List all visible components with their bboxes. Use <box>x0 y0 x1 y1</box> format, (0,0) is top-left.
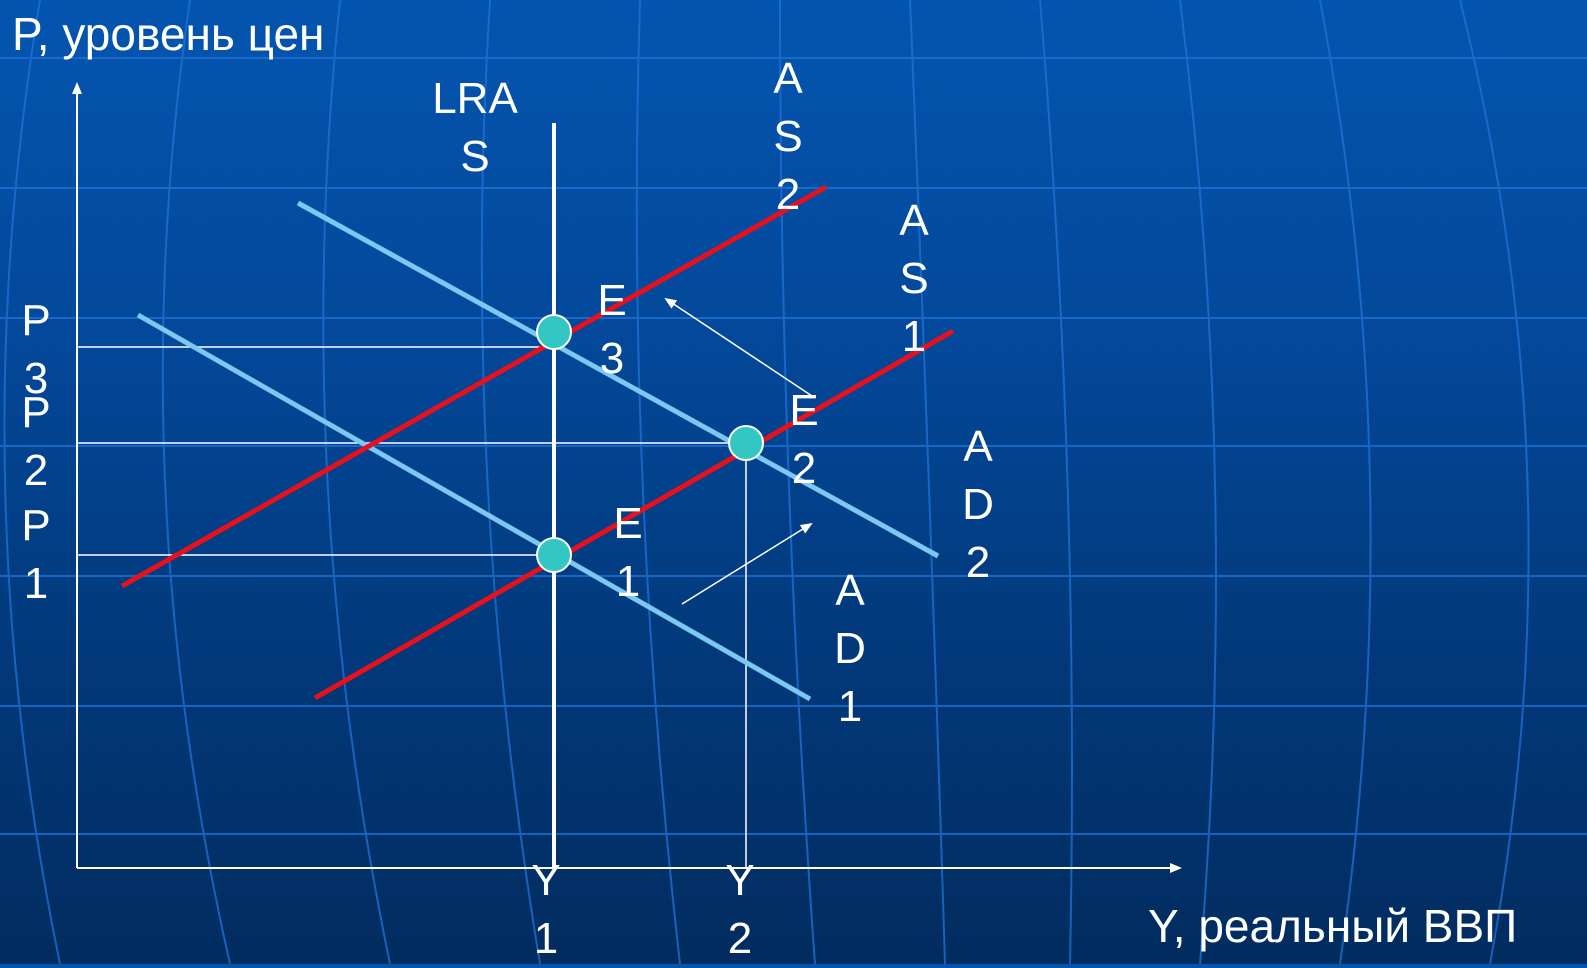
shift-arrow-ad <box>681 522 813 605</box>
as2-curve <box>120 184 828 589</box>
as2-label: A S 2 <box>773 54 803 219</box>
y-axis-title: P, уровень цен <box>12 8 325 60</box>
ad1-curve <box>136 312 812 702</box>
equilibrium-point-e3 <box>536 314 572 350</box>
equilibrium-point-e1 <box>536 537 572 573</box>
price-level-label-p3: P 3 <box>21 296 51 403</box>
as1-curve <box>313 328 955 701</box>
guide-lines <box>77 346 747 868</box>
equilibrium-label-e2: E 2 <box>789 386 819 493</box>
ad2-curve <box>296 200 940 559</box>
equilibrium-label-e3: E 3 <box>597 276 627 383</box>
price-level-label-p2: P 2 <box>21 388 51 495</box>
ad1-label: A D 1 <box>834 566 866 731</box>
x-axis-title: Y, реальный ВВП <box>1148 900 1518 952</box>
equilibrium-point-e2 <box>728 425 764 461</box>
output-label-y2: Y 2 <box>725 856 755 963</box>
as1-label: A S 1 <box>899 196 929 361</box>
price-level-label-p1: P 1 <box>21 501 51 608</box>
equilibrium-label-e1: E 1 <box>613 499 643 606</box>
lras-label: LRA S <box>432 74 518 181</box>
ad2-label: A D 2 <box>962 422 994 587</box>
output-label-y1: Y 1 <box>531 856 561 963</box>
shift-arrow-as <box>664 297 813 397</box>
